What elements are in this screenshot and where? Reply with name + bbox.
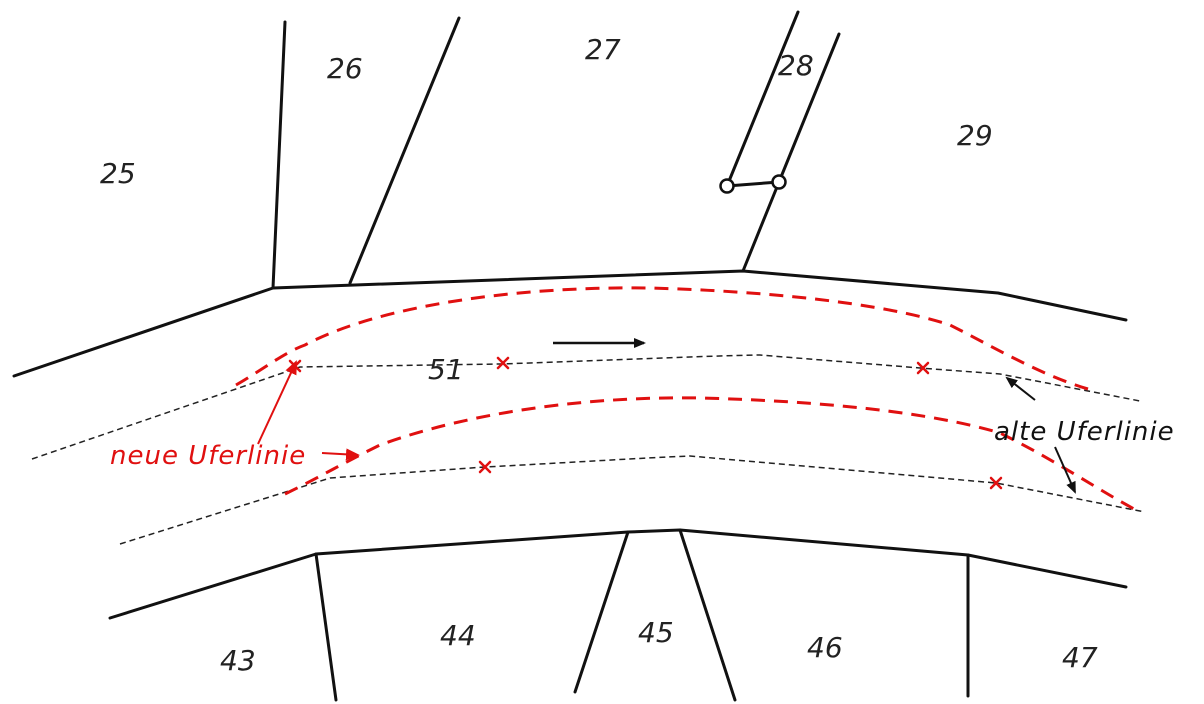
boundary-point-circle-icon (719, 178, 735, 194)
parcel-labels: 25 26 27 28 29 51 43 44 45 46 47 (100, 33, 1098, 677)
new-bank-line-lower (284, 396, 1137, 512)
parcel-label-43: 43 (220, 644, 256, 677)
parcel-label-26: 26 (327, 52, 363, 85)
new-bank-lines (235, 286, 1137, 512)
parcel-label-25: 25 (100, 157, 136, 190)
parcel-label-46: 46 (807, 631, 843, 664)
lower-parcel-boundaries (108, 528, 1128, 702)
new-bank-pointer-arrow-lower (321, 448, 360, 461)
parcel-label-28: 28 (778, 49, 814, 82)
old-bank-pointer-arrow-upper (1005, 376, 1036, 401)
cross-marker-icon (478, 460, 492, 474)
cross-markers (288, 356, 1003, 490)
lower-river-boundary (108, 528, 1128, 620)
parcel-label-47: 47 (1062, 641, 1098, 674)
boundary-point-connector (725, 180, 781, 188)
new-bank-line-upper (235, 286, 1089, 391)
boundary-26-27 (348, 16, 461, 285)
parcel-label-44: 44 (440, 619, 476, 652)
cross-marker-icon (989, 476, 1003, 490)
boundary-28-lower (741, 180, 781, 273)
parcel-label-29: 29 (957, 119, 993, 152)
boundary-45-46 (678, 528, 737, 702)
parcel-label-51: 51 (428, 353, 464, 386)
parcel-label-45: 45 (638, 616, 674, 649)
boundary-point-circle-icon (771, 174, 787, 190)
old-bank-pointer-arrow-lower (1054, 446, 1076, 494)
upper-parcel-boundaries (12, 10, 1128, 378)
cross-marker-icon (496, 356, 510, 370)
cross-marker-icon (916, 361, 930, 375)
new-bank-label: neue Uferlinie (110, 441, 306, 471)
boundary-27-28-left (725, 10, 800, 188)
new-bank-pointer-arrow-upper (257, 360, 297, 445)
boundary-28-29-right (777, 32, 841, 184)
old-bank-lines (31, 354, 1146, 545)
annotation-arrows (257, 360, 1076, 494)
upper-river-boundary (12, 269, 1128, 378)
boundary-25-26 (271, 20, 287, 290)
old-bank-line-upper (31, 354, 1141, 460)
parcel-label-27: 27 (585, 33, 621, 66)
old-bank-label: alte Uferlinie (994, 417, 1175, 447)
boundary-44-45 (573, 530, 630, 694)
boundary-43-44 (314, 552, 338, 702)
old-bank-line-lower (119, 455, 1146, 545)
